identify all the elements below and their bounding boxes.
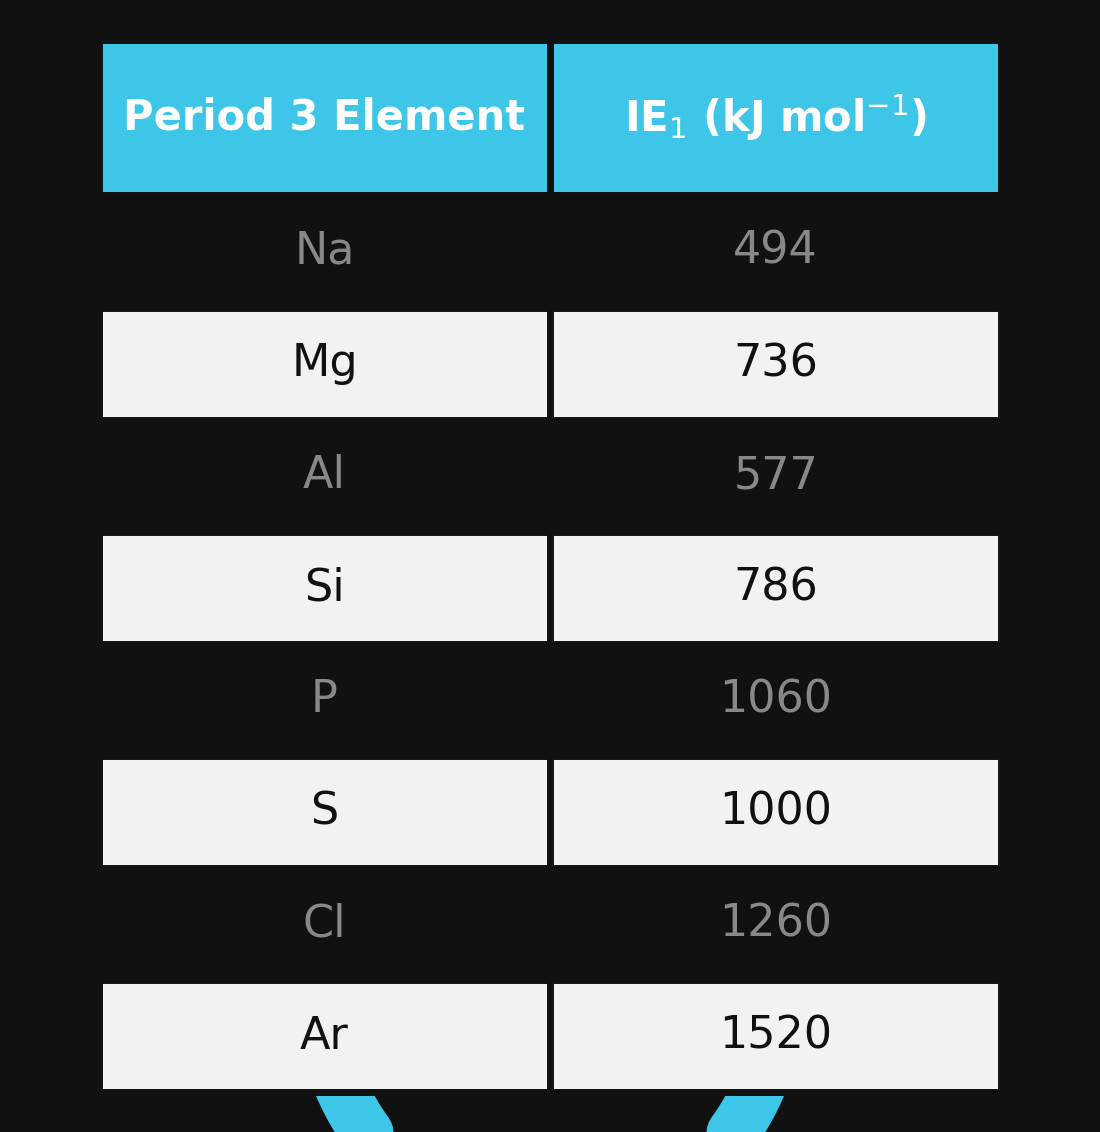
Bar <box>99 40 1001 1092</box>
Text: Ar: Ar <box>300 1014 349 1057</box>
Bar <box>99 420 550 532</box>
Text: Na: Na <box>295 230 354 273</box>
Bar <box>99 868 550 980</box>
Text: Period 3 Element: Period 3 Element <box>123 96 526 138</box>
Text: 1000: 1000 <box>719 790 832 833</box>
Bar <box>99 980 550 1092</box>
Text: Mg: Mg <box>292 342 358 385</box>
Text: 786: 786 <box>733 566 818 609</box>
Text: Cl: Cl <box>302 902 346 945</box>
Bar <box>550 644 1001 756</box>
Text: 577: 577 <box>733 454 818 497</box>
Bar <box>550 532 1001 644</box>
Bar <box>99 532 550 644</box>
Text: IE$_1$ (kJ mol$^{-1}$): IE$_1$ (kJ mol$^{-1}$) <box>624 92 927 143</box>
Text: S: S <box>310 790 339 833</box>
Text: 1260: 1260 <box>719 902 832 945</box>
Bar <box>99 308 550 420</box>
Text: Si: Si <box>305 566 344 609</box>
Text: 736: 736 <box>733 342 818 385</box>
Bar <box>99 644 550 756</box>
Bar <box>99 40 1001 196</box>
Text: 1520: 1520 <box>719 1014 832 1057</box>
Text: 494: 494 <box>733 230 818 273</box>
Text: Al: Al <box>304 454 345 497</box>
Bar <box>99 196 550 308</box>
Text: 1060: 1060 <box>719 678 832 721</box>
Bar <box>99 756 550 868</box>
Bar <box>550 868 1001 980</box>
Bar <box>550 756 1001 868</box>
Bar <box>550 980 1001 1092</box>
Text: P: P <box>311 678 338 721</box>
Bar <box>550 420 1001 532</box>
Bar <box>550 196 1001 308</box>
Bar <box>550 308 1001 420</box>
